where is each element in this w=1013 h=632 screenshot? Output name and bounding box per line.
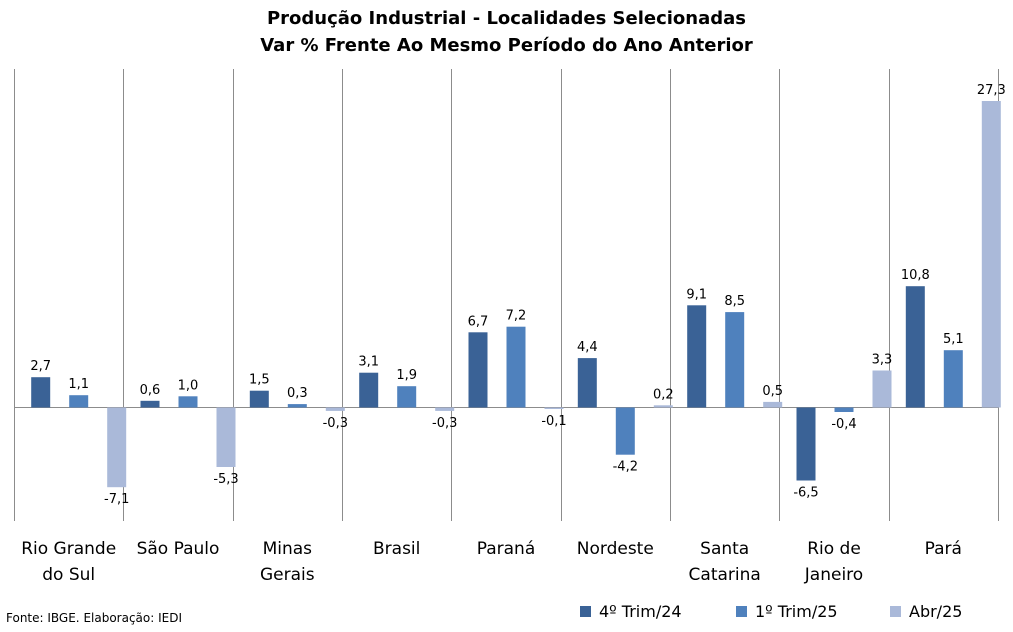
legend-item-abr25: Abr/25 — [890, 602, 962, 621]
data-label: 27,3 — [977, 83, 1006, 98]
category-label: São Paulo — [137, 539, 220, 559]
bar — [653, 405, 673, 408]
data-label: 9,1 — [686, 287, 707, 302]
data-label: -0,3 — [432, 416, 457, 431]
category-label: Gerais — [260, 565, 315, 585]
data-label: -0,1 — [541, 414, 566, 429]
data-label: 0,5 — [762, 384, 783, 399]
data-label: 8,5 — [724, 294, 745, 309]
bar — [468, 332, 488, 408]
bar — [69, 395, 89, 408]
bar — [615, 407, 635, 455]
category-label: Nordeste — [577, 539, 654, 559]
category-label: Brasil — [373, 539, 420, 559]
data-label: 3,3 — [872, 353, 893, 368]
bar — [796, 407, 816, 481]
data-label: 0,6 — [140, 383, 161, 398]
data-label: 0,3 — [287, 386, 308, 401]
bar — [178, 396, 198, 408]
data-label: 2,7 — [30, 359, 51, 374]
legend-swatch — [890, 606, 901, 617]
bar — [725, 312, 745, 408]
bar — [506, 326, 526, 408]
bar — [763, 401, 783, 408]
data-label: -6,5 — [793, 486, 818, 501]
bar — [397, 386, 417, 408]
bar — [287, 404, 307, 408]
legend-swatch — [580, 606, 591, 617]
category-label: Paraná — [477, 539, 536, 559]
bar — [943, 350, 963, 408]
legend-label: Abr/25 — [909, 602, 963, 621]
category-label: Minas — [263, 539, 313, 559]
data-label: 1,9 — [396, 368, 417, 383]
data-label: -5,3 — [213, 472, 238, 487]
category-label: Rio de — [807, 539, 861, 559]
category-label: Pará — [925, 539, 962, 559]
data-label: -0,4 — [831, 417, 856, 432]
data-label: -4,2 — [613, 460, 638, 475]
data-label: 5,1 — [943, 332, 964, 347]
data-label: 1,0 — [178, 378, 199, 393]
category-label: Santa — [700, 539, 749, 559]
bar — [216, 407, 236, 467]
bar — [577, 358, 597, 408]
data-label: 1,5 — [249, 373, 270, 388]
category-label: Rio Grande — [21, 539, 116, 559]
data-label: -7,1 — [104, 492, 129, 507]
bar — [544, 407, 564, 409]
data-label: 4,4 — [577, 340, 598, 355]
bar-chart: 2,7 0,6 1,5 3,1 6,7 4,4 9,1 -6,5 10,8 1,1 1,0 0,3 1,… — [14, 69, 1006, 585]
legend-item-4trim24: 4º Trim/24 — [580, 602, 682, 621]
source-note: Fonte: IBGE. Elaboração: IEDI — [6, 611, 183, 625]
bar — [107, 407, 127, 488]
data-label: 1,1 — [68, 377, 89, 392]
data-label: 10,8 — [901, 268, 930, 283]
bar — [834, 407, 854, 412]
data-label: -0,3 — [323, 416, 348, 431]
category-label: do Sul — [42, 565, 95, 585]
bar — [249, 390, 269, 408]
bar — [872, 370, 892, 408]
legend-label: 4º Trim/24 — [599, 602, 682, 621]
bar — [31, 377, 51, 408]
legend-label: 1º Trim/25 — [755, 602, 838, 621]
category-label: Janeiro — [804, 565, 863, 585]
category-label: Catarina — [689, 565, 761, 585]
legend-item-1trim25: 1º Trim/25 — [736, 602, 838, 621]
bar — [981, 101, 1001, 408]
bar — [140, 400, 160, 408]
bar — [905, 286, 925, 408]
bar — [435, 407, 455, 411]
data-label: 7,2 — [506, 309, 527, 324]
bar — [325, 407, 345, 411]
bar — [687, 305, 707, 408]
chart-title: Produção Industrial - Localidades Seleci… — [266, 8, 747, 29]
legend-swatch — [736, 606, 747, 617]
data-label: 6,7 — [468, 314, 489, 329]
chart-subtitle: Var % Frente Ao Mesmo Período do Ano Ant… — [260, 35, 753, 56]
data-label: 3,1 — [358, 355, 379, 370]
bar — [359, 372, 379, 408]
data-label: 0,2 — [653, 387, 674, 402]
